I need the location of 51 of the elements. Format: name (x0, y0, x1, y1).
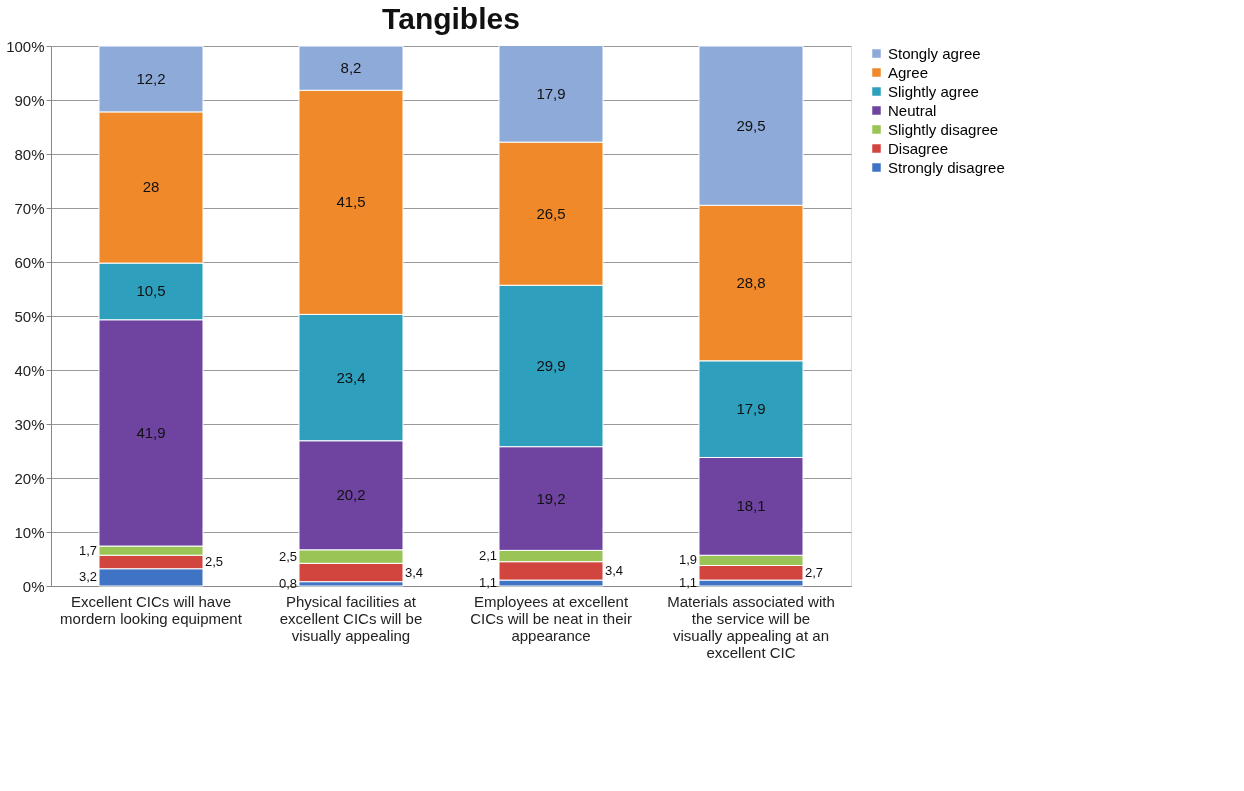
x-tick-label: Excellent CICs will have mordern looking equipment (60, 592, 243, 627)
data-label: 8,2 (340, 59, 362, 77)
data-label: 2,5 (205, 553, 224, 569)
y-tick-label: 40% (14, 361, 45, 379)
data-label: 28 (142, 178, 160, 196)
data-label: 17,9 (736, 400, 766, 418)
data-label: 29,5 (736, 116, 766, 134)
data-label: 0,8 (278, 575, 297, 591)
chart-title: Tangibles (382, 2, 520, 35)
legend-label: Slightly agree (888, 82, 979, 100)
data-label: 2,5 (278, 548, 297, 564)
y-tick-label: 90% (14, 91, 45, 109)
y-tick-label: 60% (14, 253, 45, 271)
legend-label: Slightly disagree (888, 120, 999, 138)
data-label: 17,9 (536, 84, 566, 102)
data-label: 29,9 (536, 356, 566, 374)
x-tick-label: Employees at excellent CICs will be neat in their appearance (470, 592, 632, 644)
y-tick-label: 0% (22, 577, 45, 595)
y-tick-label: 70% (14, 199, 45, 217)
legend-label: Stongly agree (888, 44, 981, 62)
y-tick-label: 50% (14, 307, 45, 325)
data-label: 3,4 (405, 564, 424, 580)
data-label: 26,5 (536, 204, 566, 222)
data-label: 20,2 (336, 486, 366, 504)
data-label: 41,5 (336, 193, 366, 211)
y-tick-label: 80% (14, 145, 45, 163)
legend-label: Neutral (888, 101, 937, 119)
legend-label: Strongly disagree (888, 158, 1005, 176)
data-label: 10,5 (136, 282, 166, 300)
data-label: 1,1 (678, 575, 697, 591)
legend-label: Disagree (888, 139, 949, 157)
x-tick-label: Physical facilities at excellent CICs will be visually appealing (279, 592, 423, 644)
data-label: 19,2 (536, 489, 566, 507)
y-tick-label: 30% (14, 415, 45, 433)
data-label: 23,4 (336, 368, 366, 386)
data-label: 41,9 (136, 423, 166, 441)
y-tick-label: 10% (14, 523, 45, 541)
data-label: 28,8 (736, 274, 766, 292)
data-label: 2,7 (805, 564, 824, 580)
data-label: 2,1 (478, 548, 497, 564)
data-label: 1,9 (678, 552, 697, 568)
legend-label: Agree (888, 63, 929, 81)
data-label: 3,4 (605, 562, 624, 578)
data-label: 3,2 (78, 569, 97, 585)
y-tick-label: 20% (14, 469, 45, 487)
y-tick-label: 100% (6, 37, 45, 55)
data-label: 1,1 (478, 575, 497, 591)
data-label: 12,2 (136, 69, 166, 87)
data-label: 1,7 (78, 542, 97, 558)
data-label: 18,1 (736, 497, 766, 515)
x-tick-label: Materials associated with the service will be visually appealing at an excellent CIC (667, 592, 835, 661)
